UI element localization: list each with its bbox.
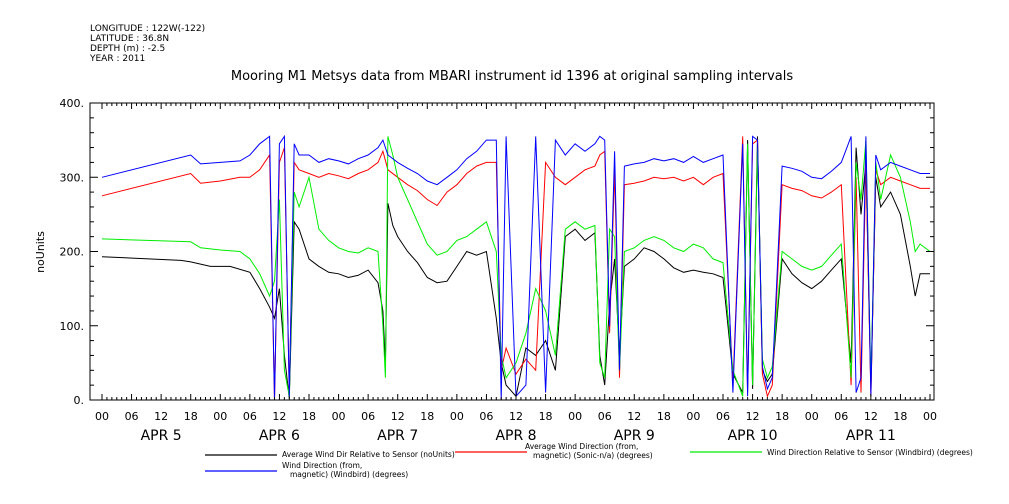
date-label-1: APR 6 bbox=[259, 428, 300, 444]
x-tick-label-27: 18 bbox=[893, 410, 907, 423]
x-tick-label-1: 06 bbox=[125, 410, 139, 423]
axes-layer: 0. 100. 200. 300. 400. 00 06 12 18 00 06 12 18 00 06 12… bbox=[60, 97, 938, 444]
legend-label-2: Wind Direction Relative to Sensor (Windb… bbox=[767, 448, 973, 457]
date-label-4: APR 9 bbox=[614, 428, 655, 444]
meta-line-latitude: LATITUDE : 36.8N bbox=[90, 34, 169, 44]
series-line-3 bbox=[101, 134, 930, 400]
series-layer bbox=[101, 134, 931, 400]
x-tick-label-28: 00 bbox=[923, 410, 937, 423]
meta-line-depth: DEPTH (m) : -2.5 bbox=[90, 44, 165, 54]
x-tick-label-17: 06 bbox=[598, 410, 612, 423]
x-tick-label-12: 00 bbox=[450, 410, 464, 423]
y-tick-label-0: 0. bbox=[74, 394, 85, 407]
y-tick-label-4: 400. bbox=[60, 97, 85, 110]
x-tick-label-9: 06 bbox=[361, 410, 375, 423]
x-tick-label-25: 06 bbox=[834, 410, 848, 423]
date-label-5: APR 10 bbox=[728, 428, 778, 444]
x-tick-label-10: 12 bbox=[391, 410, 405, 423]
date-label-0: APR 5 bbox=[141, 428, 182, 444]
legend-label-1: Average Wind Direction (from, magnetic) (… bbox=[525, 442, 653, 460]
y-tick-label-1: 100. bbox=[60, 320, 85, 333]
x-tick-label-18: 12 bbox=[627, 410, 641, 423]
y-tick-label-2: 200. bbox=[60, 246, 85, 259]
x-tick-label-23: 18 bbox=[775, 410, 789, 423]
metadata-block: LONGITUDE : 122W(-122) LATITUDE : 36.8N … bbox=[89, 24, 205, 64]
chart-title: Mooring M1 Metsys data from MBARI instru… bbox=[231, 69, 793, 84]
x-tick-label-7: 18 bbox=[302, 410, 316, 423]
series-line-0 bbox=[101, 136, 930, 399]
x-tick-label-21: 06 bbox=[716, 410, 730, 423]
date-label-2: APR 7 bbox=[377, 428, 418, 444]
date-label-6: APR 11 bbox=[846, 428, 896, 444]
legend-label-0: Average Wind Dir Relative to Sensor (noU… bbox=[282, 450, 455, 459]
plot-frame bbox=[89, 102, 935, 401]
x-tick-label-11: 18 bbox=[420, 410, 434, 423]
x-tick-label-5: 06 bbox=[243, 410, 257, 423]
x-tick-label-3: 18 bbox=[184, 410, 198, 423]
x-tick-label-4: 00 bbox=[213, 410, 227, 423]
meta-line-year: YEAR : 2011 bbox=[89, 54, 145, 64]
x-tick-label-24: 00 bbox=[805, 410, 819, 423]
x-tick-label-20: 00 bbox=[686, 410, 700, 423]
legend-label-3: Wind Direction (from, magnetic) (Windbird… bbox=[282, 461, 408, 479]
series-line-1 bbox=[101, 136, 930, 400]
x-tick-label-26: 12 bbox=[864, 410, 878, 423]
date-label-3: APR 8 bbox=[495, 428, 536, 444]
meta-line-longitude: LONGITUDE : 122W(-122) bbox=[90, 24, 205, 34]
x-tick-label-0: 00 bbox=[95, 410, 109, 423]
x-tick-label-19: 18 bbox=[657, 410, 671, 423]
x-tick-label-6: 12 bbox=[272, 410, 286, 423]
x-tick-label-13: 06 bbox=[479, 410, 493, 423]
x-tick-label-2: 12 bbox=[154, 410, 168, 423]
y-axis-label: noUnits bbox=[34, 231, 47, 273]
x-tick-label-16: 00 bbox=[568, 410, 582, 423]
x-tick-label-14: 12 bbox=[509, 410, 523, 423]
y-tick-label-3: 300. bbox=[60, 171, 85, 184]
x-tick-label-8: 00 bbox=[332, 410, 346, 423]
x-tick-label-22: 12 bbox=[746, 410, 760, 423]
series-line-2 bbox=[101, 136, 931, 397]
legend: Average Wind Dir Relative to Sensor (noU… bbox=[205, 442, 973, 479]
x-tick-label-15: 18 bbox=[539, 410, 553, 423]
